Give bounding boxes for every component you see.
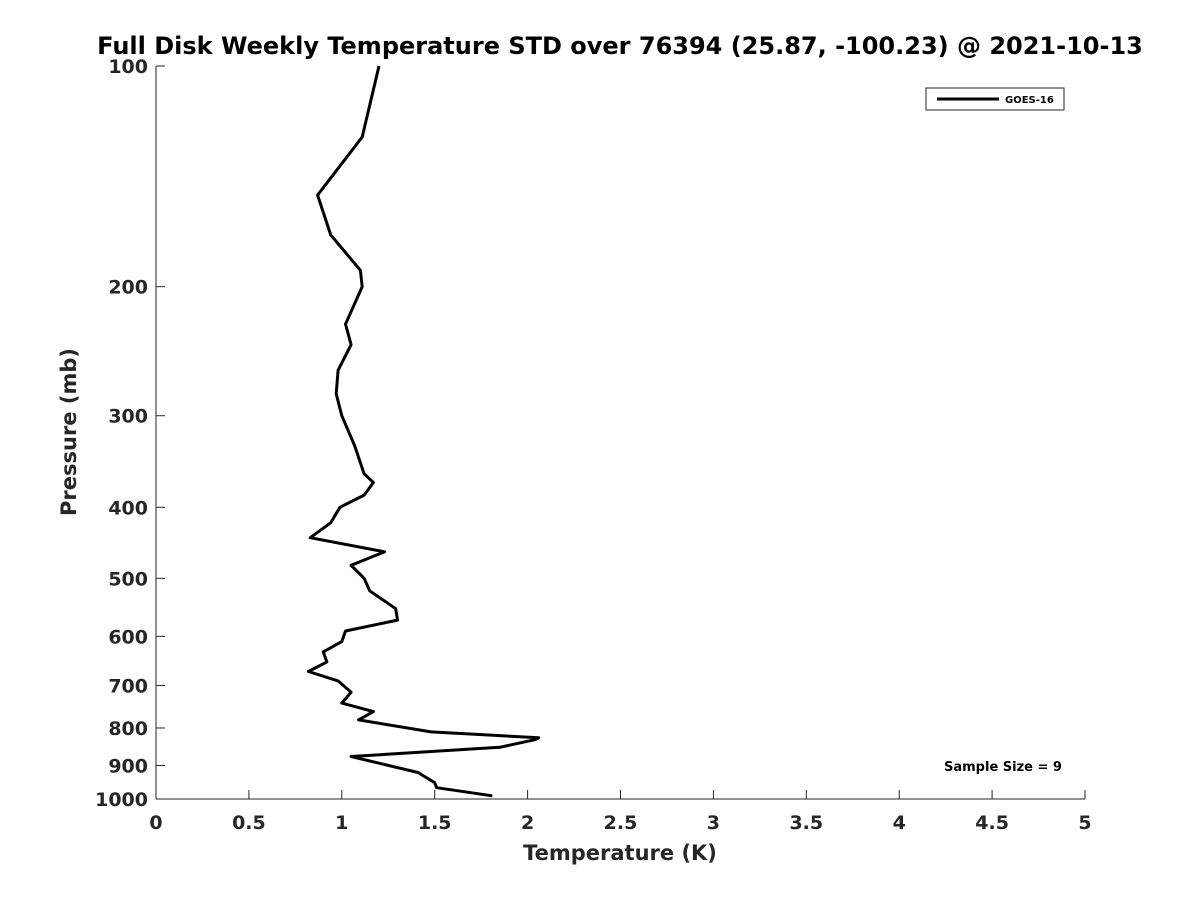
x-axis-ticks: 0 0.5 1 1.5 2 2.5 3 3.5 4 4.5 5 xyxy=(149,790,1092,834)
y-tick-label: 200 xyxy=(108,277,148,299)
legend-label-goes-16: GOES-16 xyxy=(1005,95,1054,106)
x-tick-label: 2.5 xyxy=(604,812,638,834)
x-tick-label: 0.5 xyxy=(232,812,266,834)
x-tick-label: 1.5 xyxy=(418,812,452,834)
y-axis-ticks: 100 200 300 400 500 600 700 800 900 1000 xyxy=(95,56,165,811)
x-tick-label: 1 xyxy=(335,812,348,834)
y-tick-label: 500 xyxy=(108,568,148,590)
y-tick-label: 800 xyxy=(108,718,148,740)
legend: GOES-16 xyxy=(925,87,1065,111)
y-tick-label: 900 xyxy=(108,755,148,777)
x-tick-label: 0 xyxy=(149,812,162,834)
sample-size-annotation: Sample Size = 9 xyxy=(944,760,1062,775)
y-axis-label: Pressure (mb) xyxy=(57,348,81,516)
y-tick-label: 100 xyxy=(108,56,148,78)
y-tick-label: 600 xyxy=(108,626,148,648)
y-tick-label: 400 xyxy=(108,497,148,519)
x-axis-label: Temperature (K) xyxy=(523,841,717,865)
series-line-goes-16 xyxy=(306,65,541,798)
chart-title: Full Disk Weekly Temperature STD over 76… xyxy=(97,32,1143,60)
y-tick-label: 1000 xyxy=(95,789,148,811)
x-tick-label: 2 xyxy=(521,812,534,834)
x-tick-label: 4 xyxy=(893,812,906,834)
y-tick-label: 300 xyxy=(108,406,148,428)
x-tick-label: 3.5 xyxy=(789,812,823,834)
x-tick-label: 4.5 xyxy=(975,812,1009,834)
series-layer xyxy=(306,65,541,798)
y-tick-label: 700 xyxy=(108,675,148,697)
x-tick-label: 3 xyxy=(707,812,720,834)
x-tick-label: 5 xyxy=(1078,812,1091,834)
